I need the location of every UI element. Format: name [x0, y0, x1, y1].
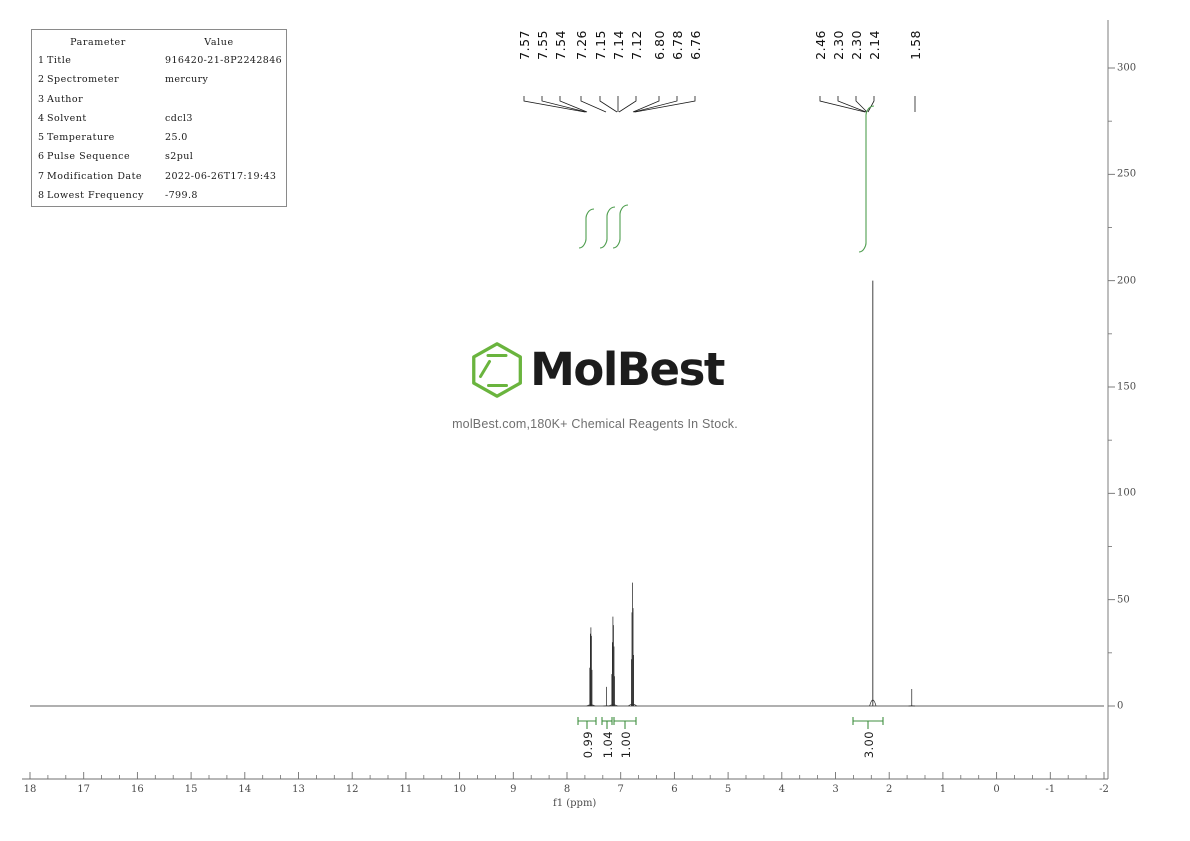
x-tick-label: 16	[131, 784, 144, 795]
parameter-row-name: Temperature	[47, 132, 115, 144]
peak-label: 7.57	[517, 30, 532, 60]
x-axis	[22, 772, 1108, 780]
parameter-row-index: 2	[38, 74, 45, 86]
parameter-row: 5 Temperature 25.0	[38, 128, 286, 147]
x-tick-label: 8	[563, 784, 571, 795]
parameter-row-name: Title	[47, 55, 72, 66]
x-tick-label: 13	[292, 784, 305, 795]
parameter-row-name: Solvent	[47, 112, 87, 124]
peak-label: 7.55	[535, 30, 550, 60]
x-tick-label: 5	[724, 784, 732, 795]
integral-brackets	[577, 717, 884, 729]
peak-label: 7.15	[593, 30, 608, 60]
y-axis	[1107, 20, 1115, 779]
peak-label: 7.12	[629, 30, 644, 60]
x-tick-label: 17	[77, 784, 91, 795]
peak-label: 2.14	[867, 30, 882, 60]
peak-label: 2.30	[831, 30, 846, 60]
x-tick-label: 10	[453, 784, 466, 795]
parameter-row: 1 Title 916420-21-8P2242846	[38, 51, 286, 70]
parameter-row-index: 6	[38, 151, 45, 163]
integral-value: 1.04	[601, 731, 615, 759]
peak-leader-lines	[523, 96, 916, 113]
parameter-row-name: Spectrometer	[47, 74, 120, 86]
parameter-table-body: 1 Title 916420-21-8P2242846 2 Spectrometer me…	[32, 51, 286, 205]
parameter-table: Parameter Value 1 Title 916420-21-8P224284…	[31, 29, 287, 207]
x-tick-label: 9	[510, 784, 517, 795]
x-tick-label: 15	[184, 784, 198, 795]
parameter-row: 6 Pulse Sequence s2pul	[38, 147, 286, 166]
integral-value: 3.00	[862, 731, 876, 759]
parameter-row-index: 7	[38, 170, 45, 182]
parameter-row-index: 3	[38, 93, 45, 105]
parameter-row-name: Author	[47, 93, 84, 105]
integral-value: 1.00	[619, 731, 633, 759]
parameter-row-name: Lowest Frequency	[47, 190, 144, 202]
parameter-row-value: 916420-21-8P2242846	[165, 55, 283, 66]
parameter-row-value: mercury	[165, 74, 209, 86]
x-tick-label: 11	[399, 784, 413, 795]
column-header-value: Value	[204, 37, 234, 48]
parameter-row-index: 5	[38, 132, 45, 144]
parameter-row-value: -799.8	[165, 190, 198, 202]
peak-label: 6.76	[688, 30, 703, 60]
parameter-row-value: 2022-06-26T17:19:43	[165, 170, 277, 182]
parameter-row-value: cdcl3	[165, 112, 193, 124]
y-tick-label: 250	[1117, 168, 1137, 180]
peak-label: 7.54	[553, 30, 568, 60]
x-tick-label: 3	[832, 784, 839, 795]
parameter-row: 2 Spectrometer mercury	[38, 70, 286, 89]
parameter-row-value: s2pul	[165, 151, 194, 163]
x-axis-title: f1 (ppm)	[553, 798, 597, 809]
spectrum-trace	[30, 280, 1104, 707]
integral-curves	[578, 105, 875, 253]
y-tick-label: 100	[1117, 487, 1137, 499]
parameter-row-index: 4	[38, 112, 45, 124]
x-tick-label: -1	[1045, 784, 1056, 795]
x-tick-label: 12	[345, 784, 359, 795]
parameter-row: 4 Solvent cdcl3	[38, 109, 286, 128]
parameter-row: 3 Author	[38, 90, 286, 109]
parameter-row-value: 25.0	[165, 132, 188, 144]
parameter-table-header: Parameter Value	[32, 30, 286, 51]
x-tick-label: 0	[993, 784, 1000, 795]
y-tick-label: 0	[1117, 700, 1124, 712]
integral-value: 0.99	[581, 731, 595, 759]
peak-label: 1.58	[908, 30, 923, 60]
x-tick-label: 4	[778, 784, 785, 795]
peak-label: 7.14	[611, 30, 626, 60]
x-tick-label: 1	[939, 784, 947, 795]
peak-label: 6.78	[670, 30, 685, 60]
parameter-row-index: 8	[38, 190, 45, 202]
y-tick-label: 50	[1117, 594, 1130, 606]
x-tick-label: 18	[23, 784, 37, 795]
peak-label: 6.80	[652, 30, 667, 60]
y-tick-label: 300	[1117, 62, 1137, 74]
peak-label: 2.30	[849, 30, 864, 60]
peak-label: 2.46	[813, 30, 828, 60]
column-header-parameter: Parameter	[70, 37, 126, 48]
y-tick-label: 200	[1117, 275, 1137, 287]
x-tick-label: 2	[886, 784, 893, 795]
parameter-row: 8 Lowest Frequency -799.8	[38, 186, 286, 205]
parameter-row-name: Pulse Sequence	[47, 151, 131, 163]
parameter-row-name: Modification Date	[47, 170, 143, 182]
x-tick-label: 14	[238, 784, 252, 795]
x-tick-label: 6	[671, 784, 678, 795]
parameter-row-index: 1	[38, 55, 45, 66]
x-tick-label: -2	[1099, 784, 1109, 795]
peak-label: 7.26	[574, 30, 589, 60]
parameter-row: 7 Modification Date 2022-06-26T17:19:43	[38, 167, 286, 186]
x-tick-label: 7	[617, 784, 624, 795]
y-tick-label: 150	[1117, 381, 1137, 393]
